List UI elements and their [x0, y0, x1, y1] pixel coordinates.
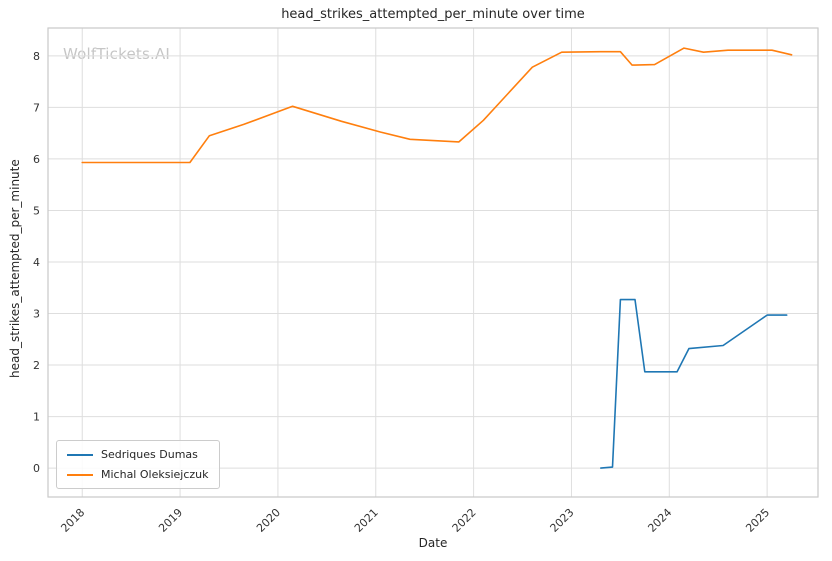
- y-tick-label: 8: [33, 50, 40, 63]
- y-tick-label: 0: [33, 462, 40, 475]
- x-tick-label: 2023: [548, 506, 577, 535]
- y-tick-label: 1: [33, 411, 40, 424]
- chart-title: head_strikes_attempted_per_minute over t…: [281, 7, 585, 22]
- x-tick-label: 2021: [352, 506, 381, 535]
- legend-label: Michal Oleksiejczuk: [101, 468, 209, 481]
- line-swatch-blue: [67, 453, 93, 456]
- x-axis-label: Date: [418, 536, 448, 550]
- watermark: WolfTickets.AI: [63, 45, 171, 63]
- line-swatch-orange: [67, 473, 93, 476]
- x-tick-label: 2025: [743, 506, 772, 535]
- x-tick-label: 2020: [254, 506, 283, 535]
- x-tick-label: 2022: [450, 506, 479, 535]
- x-tick-label: 2018: [58, 506, 87, 535]
- y-tick-label: 6: [33, 153, 40, 166]
- y-tick-label: 2: [33, 359, 40, 372]
- y-tick-label: 4: [33, 256, 40, 269]
- y-tick-label: 5: [33, 204, 40, 217]
- legend-item-michal-oleksiejczuk: Michal Oleksiejczuk: [67, 468, 209, 481]
- y-tick-label: 3: [33, 308, 40, 321]
- x-tick-label: 2024: [645, 506, 674, 535]
- y-tick-label: 7: [33, 101, 40, 114]
- x-tick-label: 2019: [156, 506, 185, 535]
- legend-label: Sedriques Dumas: [101, 448, 198, 461]
- legend: Sedriques Dumas Michal Oleksiejczuk: [56, 440, 220, 489]
- legend-item-sedriques-dumas: Sedriques Dumas: [67, 448, 209, 461]
